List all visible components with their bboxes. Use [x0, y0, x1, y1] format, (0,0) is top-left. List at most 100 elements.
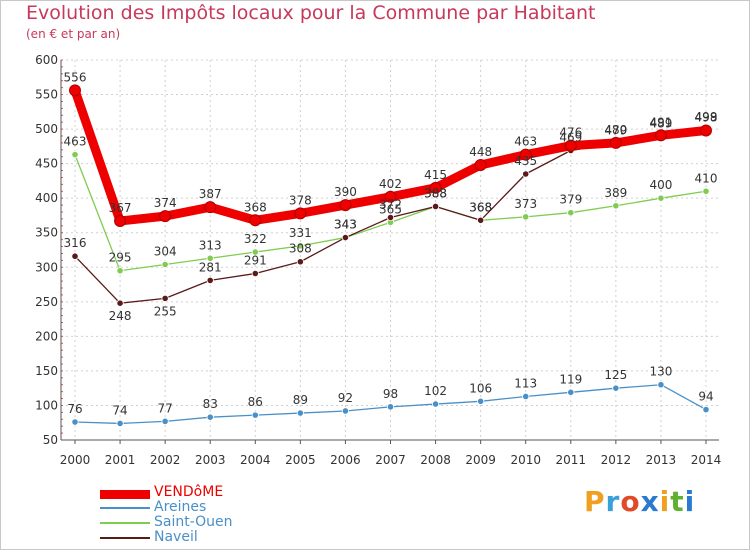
legend-label: Naveil — [154, 529, 198, 545]
data-label: 373 — [514, 197, 537, 211]
data-point — [702, 405, 710, 414]
legend-swatch — [100, 537, 150, 539]
data-point — [522, 213, 530, 221]
data-label: 106 — [469, 381, 492, 395]
data-label: 255 — [154, 304, 177, 318]
data-point — [341, 407, 350, 415]
y-tick-label: 350 — [35, 226, 58, 240]
legend-swatch — [100, 507, 150, 509]
data-point — [114, 214, 127, 227]
data-point — [431, 202, 440, 211]
data-point — [612, 202, 620, 210]
data-point — [612, 384, 620, 392]
data-point — [567, 388, 575, 396]
data-label: 343 — [334, 218, 357, 232]
data-label: 102 — [424, 384, 447, 398]
data-point — [206, 276, 214, 284]
y-tick-label: 550 — [35, 88, 58, 102]
data-label: 491 — [649, 115, 672, 129]
x-tick-label: 2006 — [330, 453, 361, 467]
data-label: 388 — [424, 186, 447, 200]
data-point — [161, 417, 169, 425]
data-label: 390 — [334, 185, 357, 199]
data-label: 400 — [649, 178, 672, 192]
data-point — [251, 248, 259, 256]
data-point — [251, 411, 259, 419]
data-point — [564, 139, 577, 152]
logo-letter: r — [605, 485, 621, 518]
data-point — [204, 201, 217, 214]
y-tick-label: 300 — [35, 260, 58, 274]
data-point — [429, 181, 442, 194]
data-point — [71, 252, 79, 260]
data-label: 388 — [424, 186, 447, 200]
data-point — [522, 392, 530, 401]
data-point — [161, 260, 169, 269]
data-point — [161, 294, 169, 302]
x-tick-label: 2013 — [646, 453, 677, 467]
data-label: 125 — [604, 368, 627, 382]
data-point — [296, 242, 304, 250]
data-label: 313 — [199, 238, 222, 252]
data-label: 98 — [383, 387, 398, 401]
data-label: 77 — [158, 401, 173, 415]
data-label: 387 — [199, 187, 222, 201]
data-label: 372 — [379, 198, 402, 212]
data-point — [249, 214, 262, 227]
data-label: 499 — [695, 110, 718, 124]
data-point — [116, 419, 124, 428]
proxiti-logo: Proxiti — [584, 485, 695, 518]
y-tick-label: 200 — [35, 329, 58, 343]
data-label: 463 — [64, 135, 87, 149]
y-tick-label: 150 — [35, 364, 58, 378]
data-label: 498 — [695, 110, 718, 124]
data-point — [477, 216, 485, 224]
data-label: 476 — [559, 126, 582, 140]
y-tick-label: 500 — [35, 122, 58, 136]
data-point — [431, 400, 440, 408]
data-point — [296, 409, 304, 417]
x-tick-label: 2000 — [60, 453, 91, 467]
data-label: 322 — [244, 232, 267, 246]
chart-title: Evolution des Impôts locaux pour la Comm… — [26, 2, 596, 24]
data-point — [206, 254, 214, 262]
data-point — [657, 381, 665, 389]
data-label: 130 — [649, 365, 672, 379]
y-tick-label: 450 — [35, 157, 58, 171]
data-point — [522, 170, 530, 178]
data-point — [702, 187, 710, 195]
y-tick-label: 50 — [43, 433, 58, 447]
data-point — [296, 258, 304, 266]
x-tick-label: 2014 — [691, 453, 722, 467]
logo-letter: x — [640, 485, 660, 518]
data-label: 113 — [514, 376, 537, 390]
data-label: 469 — [559, 131, 582, 145]
data-label: 368 — [469, 200, 492, 214]
data-label: 379 — [559, 193, 582, 207]
data-label: 248 — [109, 309, 132, 323]
data-point — [69, 84, 81, 97]
x-tick-label: 2003 — [195, 453, 226, 467]
chart-subtitle: (en € et par an) — [26, 27, 121, 41]
y-tick-label: 400 — [35, 191, 58, 205]
data-label: 83 — [203, 397, 218, 411]
data-label: 89 — [293, 393, 308, 407]
data-label: 378 — [289, 193, 312, 207]
data-point — [71, 418, 79, 426]
data-label: 281 — [199, 260, 222, 274]
logo-letter: i — [659, 485, 671, 518]
data-point — [386, 213, 395, 222]
data-point — [567, 209, 575, 217]
y-tick-label: 100 — [35, 398, 58, 412]
x-tick-label: 2002 — [150, 453, 181, 467]
x-tick-label: 2009 — [465, 453, 496, 467]
data-label: 368 — [469, 200, 492, 214]
data-point — [341, 233, 350, 242]
data-label: 448 — [469, 145, 492, 159]
x-tick-label: 2012 — [601, 453, 632, 467]
data-label: 402 — [379, 177, 402, 191]
data-label: 480 — [604, 123, 627, 137]
data-point — [609, 136, 622, 149]
data-point — [657, 194, 665, 202]
